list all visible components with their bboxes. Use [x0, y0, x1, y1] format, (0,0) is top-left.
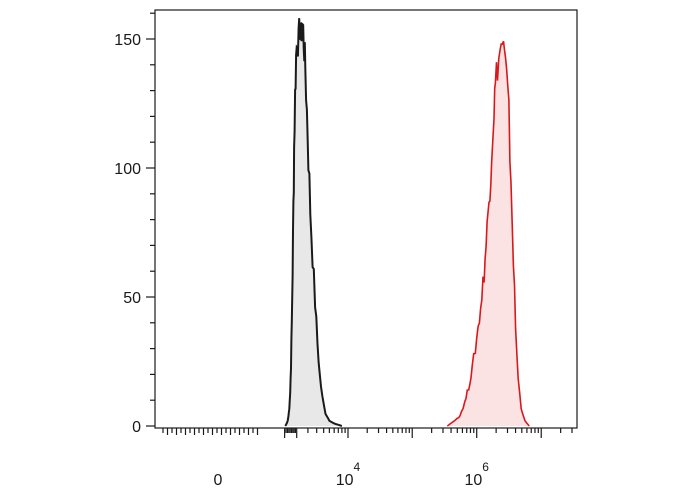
histogram-fill-0 [285, 18, 342, 426]
x-tick-exponent: 6 [482, 460, 489, 474]
y-tick-label: 0 [132, 419, 141, 436]
histogram-line-0 [284, 18, 343, 427]
x-axis: 0 104 106 [162, 428, 573, 489]
y-tick-label: 100 [114, 161, 141, 178]
y-tick-label: 150 [114, 32, 141, 49]
x-tick-label: 106 [464, 460, 489, 489]
x-tick-exponent: 4 [354, 460, 361, 474]
series-layer [284, 18, 530, 427]
histogram-line-1 [446, 40, 530, 427]
x-tick-label: 0 [214, 472, 223, 489]
y-axis: 0 50 100 150 [114, 12, 155, 436]
x-tick-label: 104 [336, 460, 361, 489]
y-tick-label: 50 [123, 290, 141, 307]
